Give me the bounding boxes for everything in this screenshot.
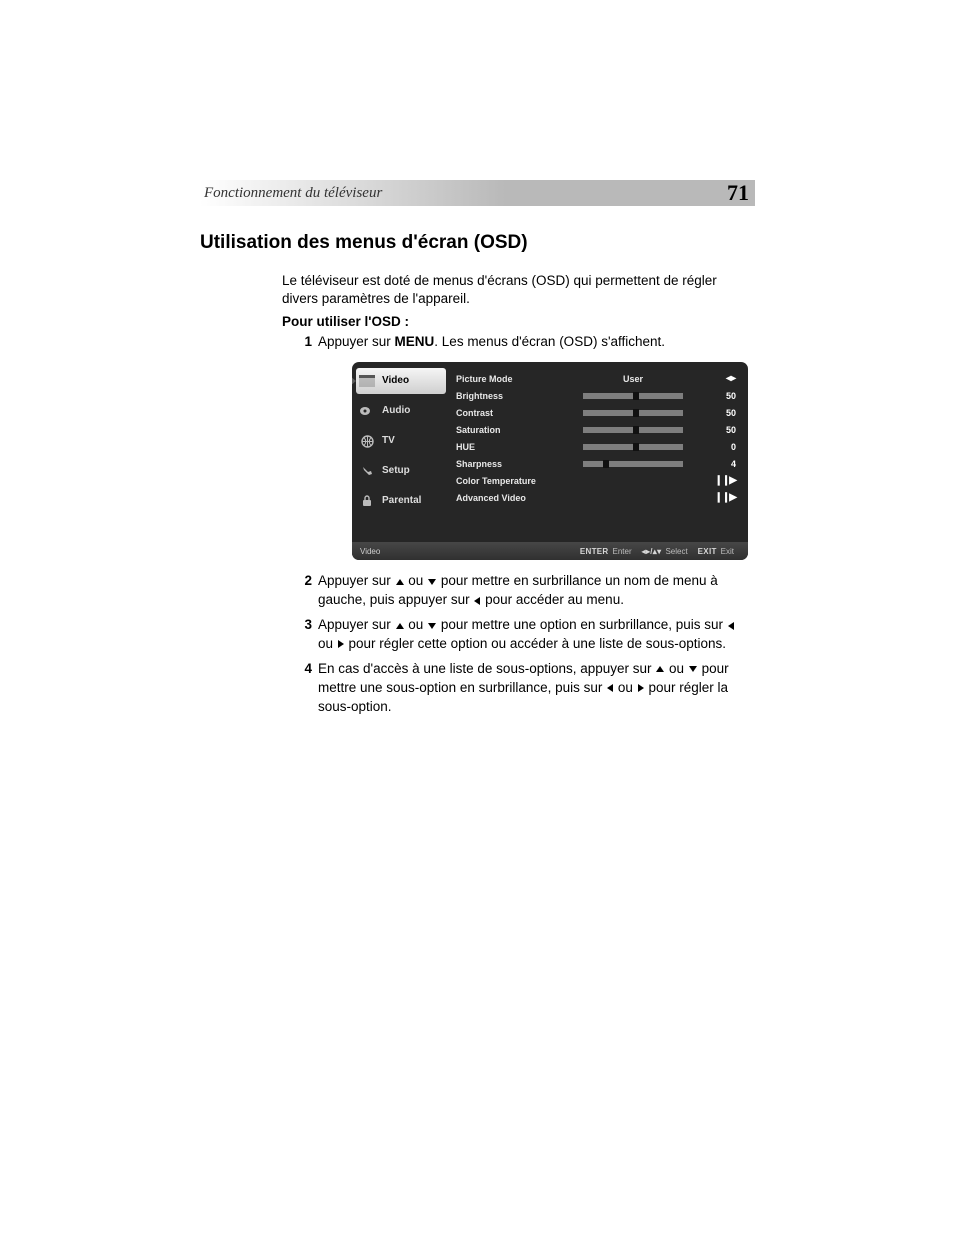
nav-arrows-icon: ◂▸/▴▾ [642,546,662,557]
osd-row-contrast[interactable]: Contrast 50 [456,404,736,421]
key-cap-exit: EXIT [698,546,717,557]
step-text: Appuyer sur [318,617,395,632]
step-text: ou [318,636,337,651]
arrow-left-icon [474,597,480,605]
lock-icon [358,494,376,508]
running-header-title: Fonctionnement du téléviseur [204,185,382,202]
procedure-steps: 1 Appuyer sur MENU. Les menus d'écran (O… [300,333,752,716]
osd-slider[interactable] [583,461,683,467]
osd-tab-parental[interactable]: Parental [356,488,446,514]
osd-row-brightness[interactable]: Brightness 50 [456,387,736,404]
osd-row-advanced-video[interactable]: Advanced Video ❙❙▶ [456,489,736,506]
step-text: pour régler cette option ou accéder à un… [345,636,726,651]
osd-tab-label: Parental [382,494,421,508]
osd-footer-context: Video [360,546,580,557]
step-text: ou [405,617,428,632]
arrow-right-icon [338,640,344,648]
osd-setting-label: Advanced Video [456,492,558,505]
osd-row-hue[interactable]: HUE 0 [456,438,736,455]
osd-tab-label: TV [382,434,395,448]
osd-row-color-temperature[interactable]: Color Temperature ❙❙▶ [456,472,736,489]
intro-paragraph: Le téléviseur est doté de menus d'écrans… [282,272,752,308]
step-text: pour accéder au menu. [481,592,624,607]
osd-tab-label: Setup [382,464,410,478]
osd-setting-label: Contrast [456,407,558,420]
caret-right-icon [352,376,356,386]
step-text: ou [614,680,637,695]
osd-setting-value: 50 [708,390,736,403]
submenu-arrow-icon: ❙❙▶ [708,491,736,505]
osd-screenshot: Video Audio [352,362,748,560]
submenu-arrow-icon: ❙❙▶ [708,474,736,488]
osd-setting-value: 50 [708,407,736,420]
key-label-select: Select [665,546,687,557]
arrow-down-icon [428,623,436,629]
section-heading: Utilisation des menus d'écran (OSD) [200,232,755,254]
osd-setting-value: User [558,373,708,386]
osd-settings-panel: Picture Mode User ◂▸ Brightness 50 Contr… [450,362,748,542]
page-number: 71 [727,180,749,206]
osd-setting-value: 50 [708,424,736,437]
arrow-right-icon [638,684,644,692]
globe-icon [358,434,376,448]
wrench-icon [358,464,376,478]
step-4: 4 En cas d'accès à une liste de sous-opt… [300,660,752,717]
osd-tab-video[interactable]: Video [356,368,446,394]
osd-footer: Video ENTER Enter ◂▸/▴▾ Select EXIT Exit [352,542,748,560]
arrow-up-icon [656,666,664,672]
osd-setting-value: 4 [708,458,736,471]
step-text: Appuyer sur [318,573,395,588]
step-text: pour mettre une option en surbrillance, … [437,617,727,632]
osd-tab-setup[interactable]: Setup [356,458,446,484]
osd-setting-value: 0 [708,441,736,454]
osd-setting-label: Saturation [456,424,558,437]
arrow-left-icon [607,684,613,692]
arrow-down-icon [428,579,436,585]
osd-tab-label: Video [382,374,409,388]
step-text: Appuyer sur [318,334,395,349]
step-text: ou [665,661,688,676]
osd-row-sharpness[interactable]: Sharpness 4 [456,455,736,472]
key-cap-enter: ENTER [580,546,609,557]
osd-slider[interactable] [583,393,683,399]
osd-slider[interactable] [583,444,683,450]
key-label-enter: Enter [613,546,632,557]
osd-tab-tv[interactable]: TV [356,428,446,454]
step-number: 3 [294,616,312,635]
osd-slider[interactable] [583,410,683,416]
osd-setting-label: HUE [456,441,558,454]
step-number: 2 [294,572,312,591]
page-header-band: Fonctionnement du téléviseur 71 [200,180,755,206]
osd-setting-label: Picture Mode [456,373,558,386]
step-text: . Les menus d'écran (OSD) s'affichent. [434,334,665,349]
arrow-up-icon [396,579,404,585]
step-number: 1 [294,333,312,352]
osd-tab-audio[interactable]: Audio [356,398,446,424]
body-column: Le téléviseur est doté de menus d'écrans… [282,272,752,717]
osd-sidebar: Video Audio [352,362,450,542]
arrow-down-icon [689,666,697,672]
clapperboard-icon [358,374,376,388]
osd-setting-label: Brightness [456,390,558,403]
key-menu: MENU [395,334,435,349]
step-1: 1 Appuyer sur MENU. Les menus d'écran (O… [300,333,752,560]
key-label-exit: Exit [721,546,734,557]
arrow-left-icon [728,622,734,630]
manual-page: Fonctionnement du téléviseur 71 Utilisat… [200,180,755,723]
osd-row-picture-mode[interactable]: Picture Mode User ◂▸ [456,370,736,387]
osd-tab-label: Audio [382,404,410,418]
step-2: 2 Appuyer sur ou pour mettre en surbrill… [300,572,752,610]
step-text: ou [405,573,428,588]
procedure-subheading: Pour utiliser l'OSD : [282,314,752,329]
osd-setting-label: Sharpness [456,458,558,471]
step-number: 4 [294,660,312,679]
osd-slider[interactable] [583,427,683,433]
speaker-icon [358,404,376,418]
osd-setting-label: Color Temperature [456,475,558,488]
left-right-arrows-icon: ◂▸ [708,372,736,386]
step-3: 3 Appuyer sur ou pour mettre une option … [300,616,752,654]
step-text: En cas d'accès à une liste de sous-optio… [318,661,655,676]
arrow-up-icon [396,623,404,629]
osd-row-saturation[interactable]: Saturation 50 [456,421,736,438]
